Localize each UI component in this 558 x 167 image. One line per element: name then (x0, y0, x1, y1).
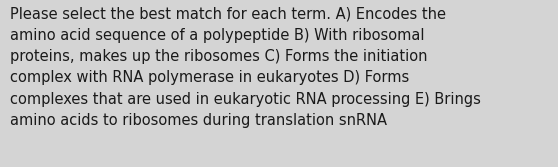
Text: Please select the best match for each term. A) Encodes the
amino acid sequence o: Please select the best match for each te… (10, 7, 481, 128)
